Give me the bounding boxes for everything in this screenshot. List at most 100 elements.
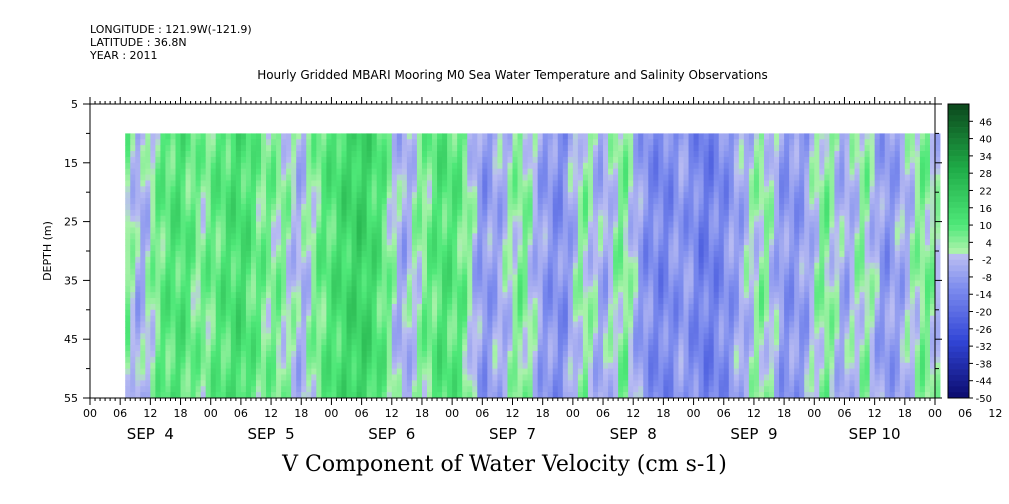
- heatmap-cell: [316, 386, 322, 393]
- heatmap-cell: [416, 227, 423, 234]
- heatmap-cell: [658, 192, 664, 199]
- heatmap-cell: [160, 233, 166, 240]
- heatmap-cell: [492, 133, 498, 140]
- heatmap-cell: [623, 215, 629, 222]
- heatmap-cell: [266, 356, 272, 364]
- heatmap-cell: [220, 180, 227, 187]
- heatmap-cell: [452, 145, 458, 152]
- heatmap-cell: [145, 245, 151, 252]
- heatmap-cell: [180, 233, 186, 240]
- heatmap-cell: [477, 339, 483, 346]
- heatmap-cell: [633, 350, 639, 358]
- heatmap-cell: [608, 350, 614, 358]
- heatmap-cell: [517, 227, 523, 234]
- heatmap-cell: [200, 362, 207, 369]
- heatmap-cell: [411, 262, 418, 270]
- heatmap-cell: [261, 380, 267, 387]
- heatmap-cell: [572, 274, 579, 281]
- heatmap-cell: [517, 209, 523, 217]
- heatmap-cell: [517, 256, 523, 264]
- heatmap-cell: [658, 386, 664, 393]
- heatmap-cell: [205, 315, 212, 322]
- heatmap-cell: [386, 362, 393, 369]
- heatmap-cell: [396, 209, 403, 217]
- heatmap-cell: [517, 262, 523, 270]
- heatmap-cell: [235, 309, 242, 317]
- heatmap-cell: [416, 145, 423, 152]
- heatmap-cell: [512, 309, 518, 317]
- heatmap-cell: [170, 233, 176, 240]
- heatmap-cell: [663, 151, 669, 158]
- heatmap-cell: [507, 198, 513, 205]
- heatmap-cell: [623, 209, 629, 217]
- heatmap-cell: [190, 392, 197, 399]
- heatmap-cell: [281, 133, 287, 140]
- heatmap-cell: [432, 303, 438, 311]
- heatmap-cell: [200, 168, 207, 175]
- heatmap-cell: [381, 286, 388, 293]
- heatmap-cell: [623, 133, 629, 140]
- heatmap-cell: [391, 321, 398, 328]
- heatmap-cell: [386, 392, 393, 399]
- heatmap-cell: [160, 180, 166, 187]
- heatmap-cell: [613, 339, 619, 346]
- heatmap-cell: [567, 209, 574, 217]
- heatmap-cell: [472, 239, 478, 246]
- heatmap-cell: [457, 227, 463, 234]
- heatmap-cell: [301, 356, 307, 364]
- heatmap-cell: [306, 309, 312, 317]
- heatmap-cell: [336, 233, 342, 240]
- heatmap-cell: [582, 151, 589, 158]
- heatmap-cell: [618, 380, 624, 387]
- heatmap-cell: [361, 192, 368, 199]
- heatmap-cell: [467, 174, 473, 181]
- heatmap-cell: [467, 145, 473, 152]
- heatmap-cell: [592, 315, 599, 322]
- heatmap-cell: [130, 192, 136, 199]
- heatmap-cell: [311, 162, 317, 170]
- heatmap-cell: [547, 139, 554, 146]
- heatmap-cell: [577, 374, 584, 381]
- heatmap-cell: [316, 345, 322, 352]
- heatmap-cell: [587, 151, 594, 158]
- heatmap-cell: [366, 345, 373, 352]
- heatmap-cell: [230, 380, 237, 387]
- heatmap-cell: [401, 333, 408, 340]
- heatmap-cell: [366, 286, 373, 293]
- heatmap-cell: [391, 380, 398, 387]
- heatmap-cell: [311, 368, 317, 375]
- heatmap-cell: [291, 333, 297, 340]
- heatmap-cell: [537, 368, 544, 375]
- heatmap-cell: [613, 233, 619, 240]
- heatmap-cell: [261, 151, 267, 158]
- heatmap-cell: [442, 186, 448, 193]
- heatmap-cell: [361, 156, 368, 164]
- heatmap-cell: [230, 251, 237, 258]
- heatmap-cell: [220, 133, 227, 140]
- heatmap-cell: [537, 374, 544, 381]
- heatmap-cell: [482, 139, 488, 146]
- heatmap-cell: [598, 268, 604, 275]
- heatmap-cell: [381, 374, 388, 381]
- heatmap-cell: [447, 215, 453, 222]
- heatmap-cell: [668, 380, 674, 387]
- heatmap-cell: [200, 198, 207, 205]
- heatmap-cell: [271, 251, 277, 258]
- heatmap-cell: [462, 174, 468, 181]
- heatmap-cell: [376, 280, 383, 287]
- heatmap-cell: [336, 198, 342, 205]
- heatmap-cell: [582, 203, 589, 211]
- heatmap-cell: [296, 221, 302, 228]
- heatmap-cell: [582, 345, 589, 352]
- heatmap-cell: [628, 239, 634, 246]
- heatmap-cell: [140, 221, 146, 228]
- heatmap-cell: [552, 374, 559, 381]
- heatmap-cell: [547, 233, 554, 240]
- heatmap-cell: [245, 327, 252, 334]
- heatmap-cell: [673, 145, 679, 152]
- heatmap-cell: [406, 215, 413, 222]
- heatmap-cell: [492, 227, 498, 234]
- heatmap-cell: [653, 186, 659, 193]
- heatmap-cell: [170, 374, 176, 381]
- heatmap-cell: [276, 209, 282, 217]
